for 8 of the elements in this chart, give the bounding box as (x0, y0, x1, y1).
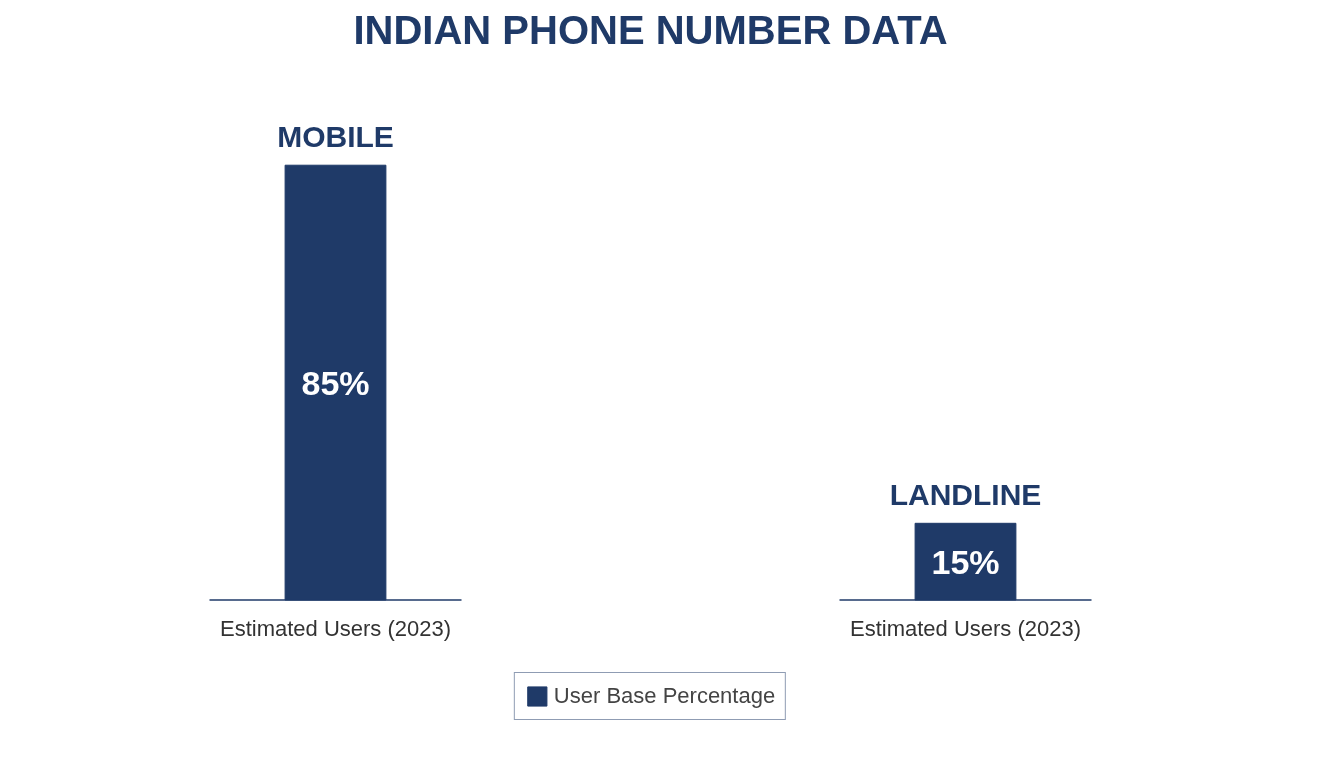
text: Estimated Users (2023) (849, 616, 1082, 642)
x-axis-title: Estimated Users (2023) (219, 616, 452, 642)
data-label: 15% (931, 542, 1000, 581)
legend-label: User Base Percentage (553, 683, 776, 709)
data-label: 85% (301, 363, 370, 402)
chart-title: INDIAN PHONE NUMBER DATA (353, 7, 948, 52)
x-tick-label: MOBILE (277, 120, 394, 154)
x-tick-label: LANDLINE (889, 478, 1042, 512)
